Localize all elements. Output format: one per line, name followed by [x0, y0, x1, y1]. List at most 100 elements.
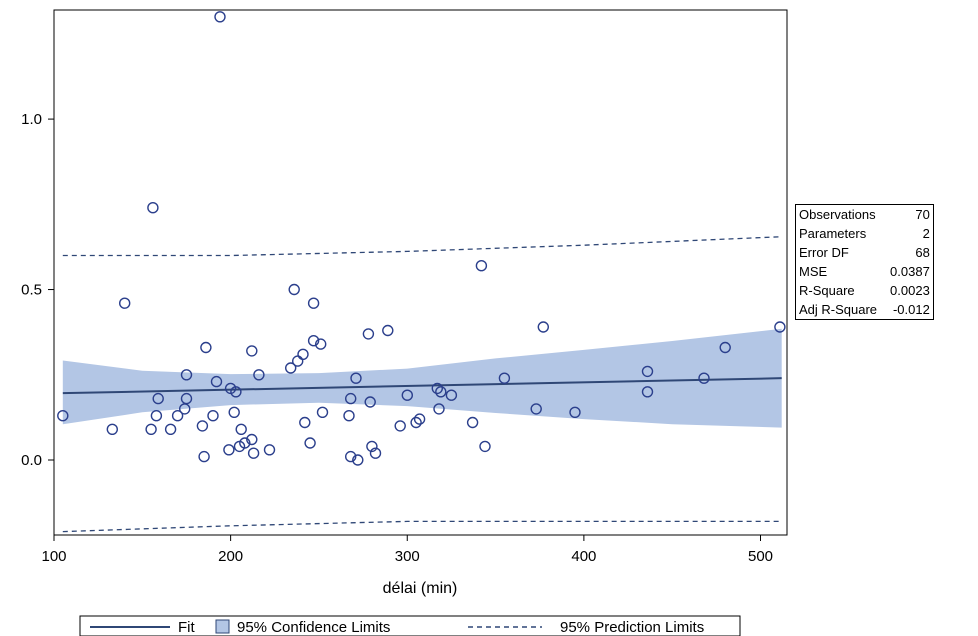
data-point [263, 444, 276, 456]
data-point [304, 437, 316, 449]
stats-value: 70 [915, 207, 930, 222]
data-point [352, 454, 364, 466]
x-tick-label: 100 [41, 548, 66, 565]
confidence-band-layer [62, 328, 782, 428]
y-tick-label: 0.5 [21, 282, 42, 299]
data-point [479, 440, 491, 453]
data-point [200, 341, 212, 354]
data-point [152, 392, 164, 405]
data-point [466, 416, 479, 429]
data-point [394, 420, 406, 432]
stats-value: -0.012 [892, 302, 930, 317]
stats-label: Adj R-Square [799, 302, 878, 317]
data-point [297, 348, 309, 360]
stats-value: 0.0387 [890, 264, 930, 279]
data-point [210, 375, 223, 388]
data-point [569, 406, 581, 418]
data-point [180, 392, 193, 405]
data-point [230, 386, 242, 398]
stats-value: 68 [915, 245, 930, 260]
data-point [316, 406, 329, 418]
legend-prediction-label: 95% Prediction Limits [560, 619, 704, 636]
data-point [366, 440, 378, 453]
data-point [307, 297, 320, 309]
data-point [253, 369, 265, 381]
data-point [364, 396, 376, 408]
data-point [343, 410, 355, 422]
data-point [288, 283, 300, 296]
data-point [164, 423, 177, 435]
data-point [719, 341, 731, 354]
plot-frame [53, 9, 788, 536]
stats-label: Observations [799, 207, 876, 222]
stats-label: Parameters [799, 226, 867, 241]
data-point [307, 335, 320, 347]
x-tick-label: 400 [571, 548, 596, 565]
data-point [498, 372, 511, 384]
data-point [362, 328, 375, 340]
data-point [228, 406, 240, 418]
x-tick-label: 200 [218, 548, 243, 565]
y-tick-label: 1.0 [21, 111, 42, 128]
data-point [475, 260, 488, 272]
legend-confidence: 95% Confidence Limits [215, 619, 390, 636]
data-point [641, 386, 654, 398]
data-point [57, 410, 69, 422]
stats-row: R-Square 0.0023 [796, 281, 934, 300]
stats-row: MSE 0.0387 [796, 262, 934, 281]
data-point [315, 338, 327, 350]
confidence-band [62, 328, 782, 428]
data-point [150, 410, 163, 422]
data-point [345, 392, 357, 405]
data-point [171, 410, 184, 422]
data-point [530, 403, 542, 415]
data-point [292, 355, 304, 367]
data-point [433, 403, 445, 415]
prediction-limit-lower [62, 520, 782, 533]
stats-label: MSE [799, 264, 828, 279]
data-point [223, 444, 235, 456]
stats-row: Error DF 68 [796, 243, 934, 262]
data-point [118, 297, 131, 309]
data-point [180, 369, 193, 381]
y-tick-label: 0.0 [21, 452, 42, 469]
fit-line [62, 377, 782, 395]
data-point [246, 345, 258, 357]
data-point [382, 324, 394, 337]
data-point [345, 450, 357, 463]
legend-prediction: 95% Prediction Limits [468, 619, 704, 636]
data-point [106, 423, 119, 435]
data-point [537, 321, 549, 333]
data-points-layer [57, 11, 786, 466]
data-point [445, 389, 458, 401]
legend-confidence-swatch [215, 619, 230, 634]
data-point [641, 365, 654, 378]
data-point [207, 410, 219, 422]
data-point [410, 416, 422, 429]
data-point [239, 437, 251, 449]
x-tick-label: 500 [748, 548, 773, 565]
data-point [401, 389, 413, 401]
legend-box [79, 615, 741, 636]
stats-label: R-Square [799, 283, 855, 298]
data-point [413, 413, 426, 425]
data-point [145, 423, 157, 435]
x-axis-label: délai (min) [383, 580, 458, 597]
data-point [235, 423, 247, 435]
data-point [285, 362, 297, 374]
stats-row: Adj R-Square -0.012 [796, 300, 934, 320]
axes-layer: 100 200 300 400 500 0.0 0.5 1.0 [21, 111, 773, 565]
data-point [246, 433, 258, 446]
stats-value: 0.0023 [890, 283, 930, 298]
stats-label: Error DF [799, 245, 849, 260]
legend-confidence-label: 95% Confidence Limits [237, 619, 390, 636]
legend-fit: Fit [90, 619, 195, 636]
data-point [198, 450, 210, 463]
data-point [435, 386, 447, 398]
legend-fit-label: Fit [178, 619, 195, 636]
data-point [247, 447, 260, 459]
prediction-limits-layer [62, 236, 782, 533]
stats-value: 2 [922, 226, 930, 241]
x-tick-label: 300 [395, 548, 420, 565]
